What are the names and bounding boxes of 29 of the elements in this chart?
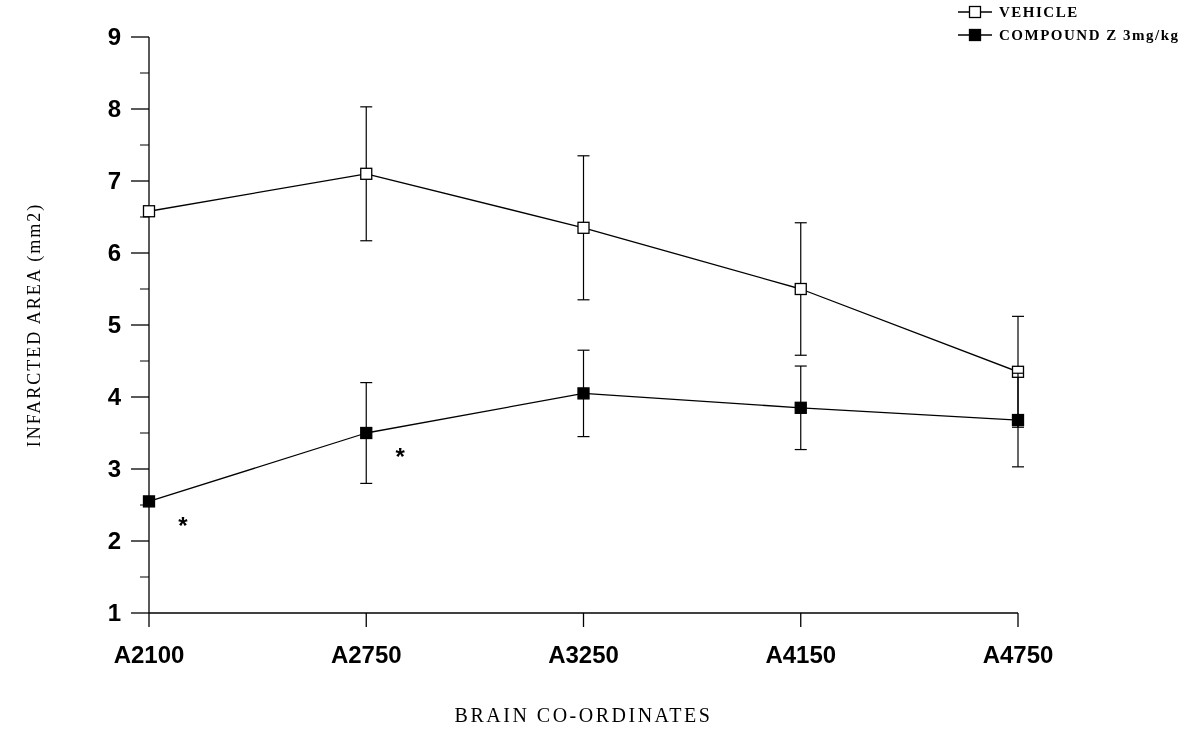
annotation: * (178, 511, 189, 539)
point (142, 495, 156, 508)
point (794, 401, 807, 414)
y-tick-label: 1 (107, 599, 121, 627)
y-tick-label: 5 (107, 311, 121, 339)
y-tick-label: 9 (107, 23, 121, 51)
y-tick-label: 7 (107, 167, 121, 195)
y-axis-title: INFARCTED AREA (mm2) (24, 202, 45, 448)
x-tick-label: A2100 (113, 641, 185, 668)
x-tick-label: A4150 (765, 641, 837, 668)
point (577, 387, 590, 400)
y-tick-label: 2 (107, 527, 121, 555)
point (577, 221, 590, 234)
point (794, 282, 807, 296)
y-tick-label: 3 (107, 455, 121, 483)
annotation: * (395, 443, 406, 471)
legend-label: COMPOUND Z 3mg/kg (999, 27, 1180, 44)
x-tick-label: A2750 (330, 641, 402, 668)
y-tick-label: 6 (107, 239, 121, 267)
x-tick-label: A4750 (982, 641, 1054, 668)
y-tick-label: 8 (107, 95, 121, 123)
x-axis-title: BRAIN CO-ORDINATES (454, 704, 713, 726)
point (1011, 413, 1025, 427)
legend-label: VEHICLE (999, 4, 1079, 21)
point (142, 205, 156, 218)
x-tick-label: A3250 (548, 641, 619, 668)
point (360, 167, 373, 180)
y-tick-label: 4 (107, 383, 122, 411)
point (360, 426, 373, 440)
